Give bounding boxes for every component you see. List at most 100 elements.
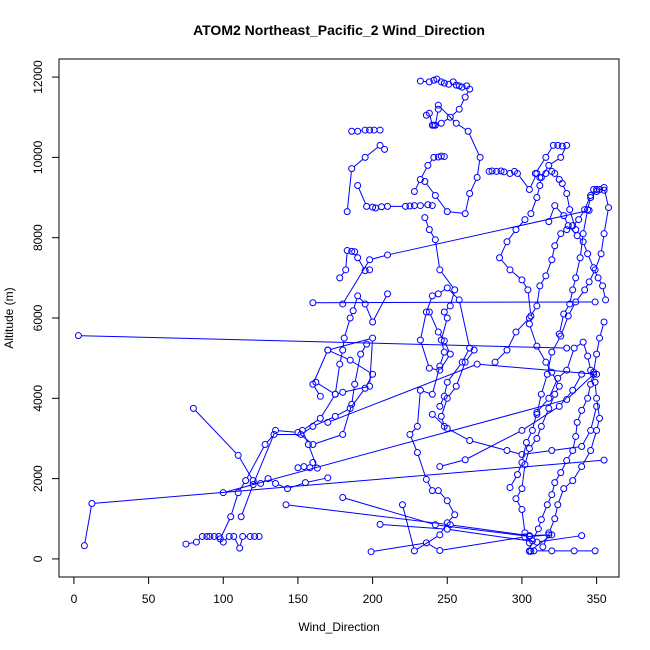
series-segment: [438, 524, 527, 537]
series-segment: [466, 91, 469, 95]
data-point: [591, 547, 599, 555]
data-point: [361, 153, 369, 161]
data-point: [600, 186, 608, 194]
data-point: [261, 440, 269, 448]
series-segment: [530, 440, 536, 447]
series-segment: [555, 236, 560, 244]
data-point: [548, 447, 556, 455]
data-point: [210, 532, 218, 540]
data-point: [443, 394, 451, 402]
data-point: [488, 167, 496, 175]
series-segment: [352, 361, 371, 374]
data-point: [428, 121, 436, 129]
series-segment: [595, 256, 601, 268]
series-segment: [570, 212, 576, 227]
data-point: [569, 286, 577, 294]
data-point: [428, 202, 436, 210]
data-point: [542, 153, 550, 161]
data-point: [513, 471, 521, 479]
data-point: [600, 318, 608, 326]
data-point: [361, 300, 369, 308]
data-point: [587, 192, 595, 200]
data-point: [525, 547, 533, 555]
series-segment: [321, 396, 335, 417]
data-point: [578, 463, 586, 471]
data-point: [428, 390, 436, 398]
data-point: [436, 531, 444, 539]
data-point: [464, 127, 472, 135]
data-point: [452, 119, 460, 127]
series-segment: [345, 253, 348, 267]
series-segment: [440, 398, 444, 404]
series-segment: [529, 326, 537, 344]
data-point: [533, 410, 541, 418]
series-segment: [410, 437, 417, 450]
series-segment: [529, 543, 533, 549]
series-segment: [587, 387, 591, 396]
series-segment: [343, 407, 352, 432]
data-point: [591, 378, 599, 386]
data-point: [425, 308, 433, 316]
series-segment: [439, 492, 446, 499]
data-point: [369, 318, 377, 326]
data-point: [458, 358, 466, 366]
data-point: [533, 434, 541, 442]
data-point: [316, 414, 324, 422]
series-segment: [266, 436, 273, 443]
series-segment: [594, 385, 597, 396]
series-segment: [448, 516, 454, 521]
data-point: [493, 167, 501, 175]
x-tick-label: 200: [363, 592, 383, 606]
data-point: [518, 485, 526, 493]
series-segment: [567, 350, 574, 368]
series-segment: [480, 363, 594, 375]
data-point: [455, 296, 463, 304]
data-point: [572, 432, 580, 440]
data-point: [587, 447, 595, 455]
data-point: [579, 230, 587, 238]
data-point: [560, 485, 568, 493]
data-point: [563, 190, 571, 198]
data-point: [579, 238, 587, 246]
series-segment: [583, 212, 588, 231]
series-segment: [416, 536, 438, 550]
series-segment: [555, 474, 560, 481]
data-point: [551, 515, 559, 523]
data-point: [361, 126, 369, 134]
series-segment: [373, 542, 424, 552]
data-point: [579, 338, 587, 346]
series-segment: [561, 147, 566, 155]
data-point: [324, 418, 332, 426]
series-segment: [599, 324, 604, 336]
data-point: [422, 539, 430, 547]
data-point: [452, 382, 460, 390]
series-segment: [522, 445, 527, 460]
series-segment: [427, 481, 432, 489]
data-point: [600, 183, 608, 191]
series-segment: [467, 431, 520, 459]
series-segment: [540, 278, 545, 284]
series-segment: [518, 465, 522, 472]
series-segment: [588, 256, 593, 266]
data-point: [569, 222, 577, 230]
series-segment: [365, 306, 372, 320]
data-point: [581, 286, 589, 294]
data-point: [557, 153, 565, 161]
series-segment: [565, 482, 571, 488]
data-point: [525, 314, 533, 322]
data-point: [206, 532, 214, 540]
y-tick-label: 6000: [31, 304, 45, 331]
y-tick-label: 0: [31, 555, 45, 562]
series-segment: [472, 440, 505, 451]
data-point: [518, 459, 526, 467]
data-point: [572, 298, 580, 306]
data-point: [282, 501, 290, 509]
data-point: [354, 292, 362, 300]
series-segment: [582, 432, 590, 445]
series-segment: [594, 270, 598, 276]
series-segment: [449, 289, 458, 299]
data-point: [339, 388, 347, 396]
series-segment: [590, 272, 595, 280]
series-segment: [434, 416, 446, 427]
series-segment: [564, 306, 569, 312]
